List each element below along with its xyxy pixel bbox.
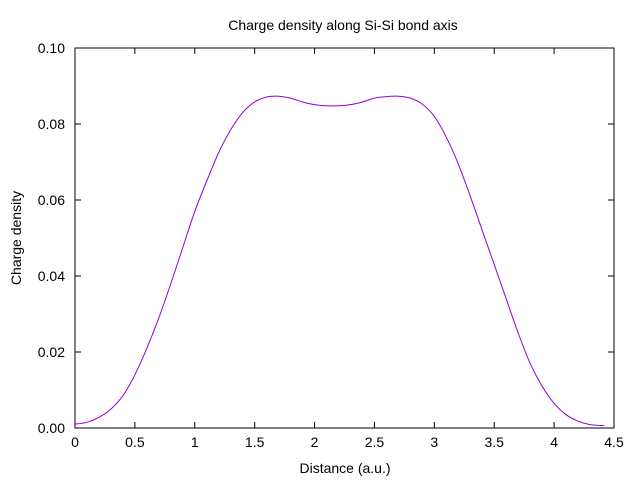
x-tick-label: 0 bbox=[71, 434, 79, 450]
y-tick-label: 0.10 bbox=[38, 40, 65, 56]
y-axis: 0.00 0.02 0.04 0.06 0.08 0.10 bbox=[38, 40, 614, 436]
x-tick-label: 2 bbox=[311, 434, 319, 450]
y-tick-label: 0.06 bbox=[38, 192, 65, 208]
series-line bbox=[74, 95, 605, 427]
x-tick-label: 4.5 bbox=[604, 434, 624, 450]
x-tick-label: 2.5 bbox=[365, 434, 385, 450]
y-axis-label: Charge density bbox=[8, 191, 24, 285]
x-tick-label: 3 bbox=[430, 434, 438, 450]
y-tick-label: 0.04 bbox=[38, 268, 65, 284]
x-tick-label: 1.5 bbox=[245, 434, 265, 450]
plot-frame bbox=[74, 47, 615, 429]
x-tick-label: 0.5 bbox=[125, 434, 145, 450]
series-layer bbox=[74, 95, 605, 427]
y-tick-label: 0.00 bbox=[38, 420, 65, 436]
y-tick-label: 0.08 bbox=[38, 116, 65, 132]
x-axis-label: Distance (a.u.) bbox=[299, 460, 390, 476]
x-tick-label: 3.5 bbox=[484, 434, 504, 450]
x-tick-label: 1 bbox=[191, 434, 199, 450]
x-tick-label: 4 bbox=[550, 434, 558, 450]
x-axis: 0 0.5 1 1.5 2 2.5 3 3.5 4 4.5 bbox=[71, 48, 624, 450]
chart-title: Charge density along Si-Si bond axis bbox=[228, 17, 458, 33]
y-tick-label: 0.02 bbox=[38, 344, 65, 360]
